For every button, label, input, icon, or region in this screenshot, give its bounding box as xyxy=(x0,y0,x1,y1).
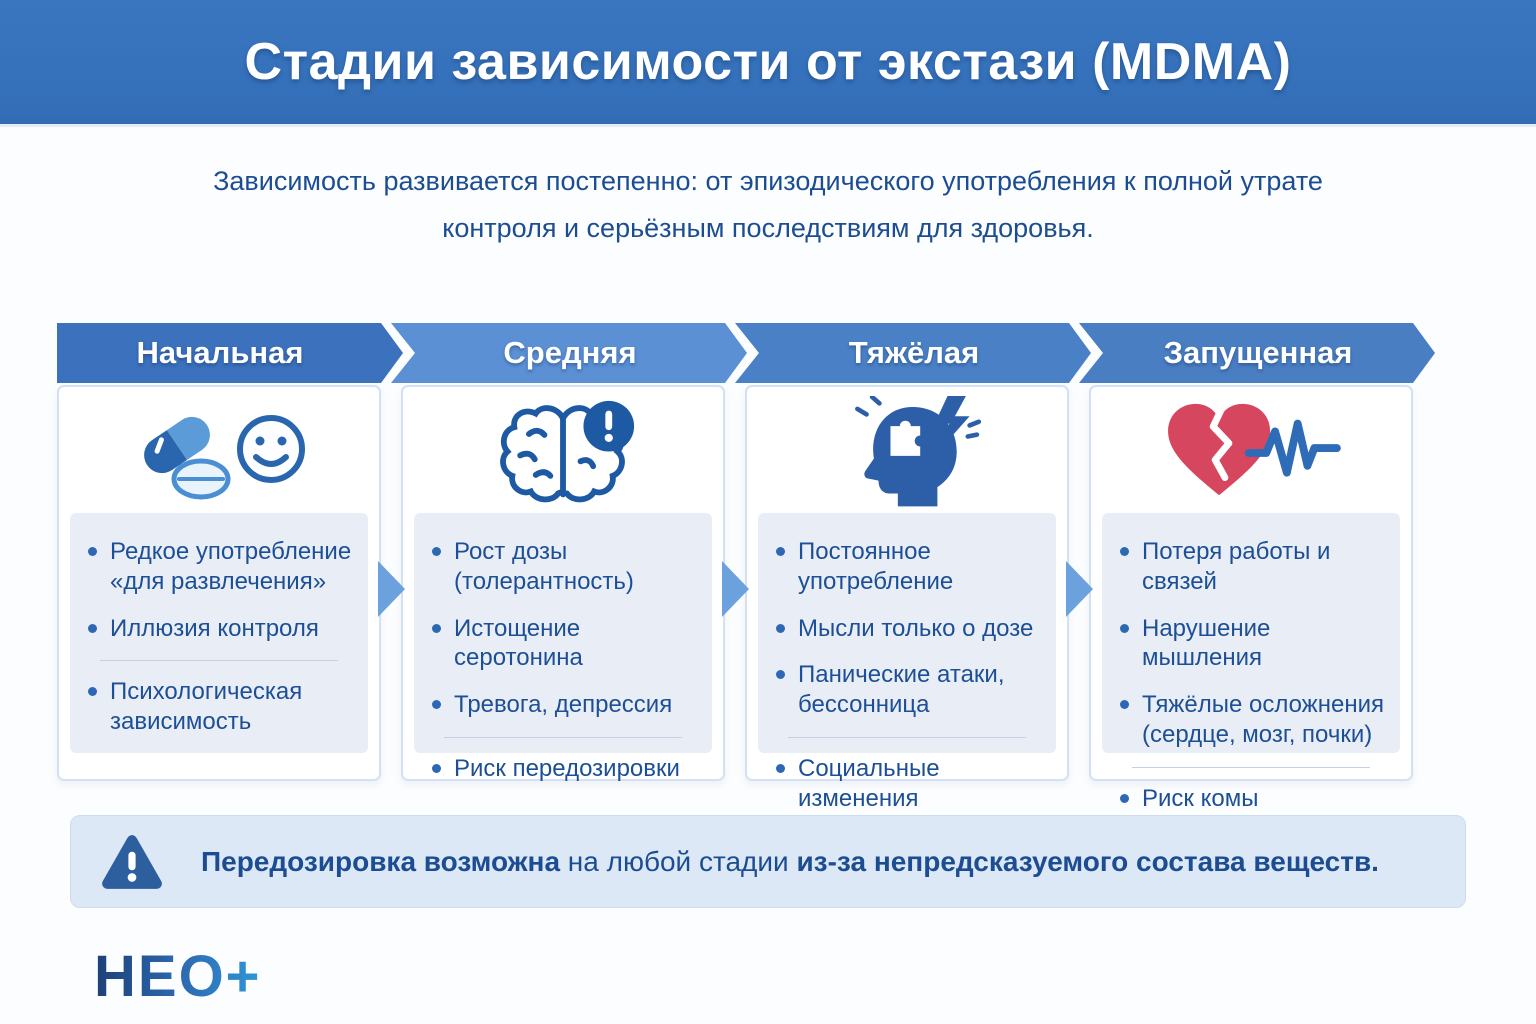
stage-grid: Начальная xyxy=(57,323,1413,812)
brain-warning-icon xyxy=(403,387,723,513)
pills-smiley-icon xyxy=(59,387,379,513)
logo-text: НЕО+ xyxy=(94,944,262,1009)
stage-column-advanced: Запущенная Потеря работы и связей Наруше… xyxy=(1089,323,1413,812)
stage-bullet-panel: Постоянное употребление Мысли только о д… xyxy=(758,513,1056,812)
stage-column-middle: Средняя xyxy=(401,323,725,782)
list-item: Панические атаки, бессонница xyxy=(774,660,1042,720)
divider xyxy=(100,660,338,662)
list-item: Риск передозировки xyxy=(430,754,698,784)
stage-label: Начальная xyxy=(136,335,304,370)
warning-banner: Передозировка возможна на любой стадии и… xyxy=(70,815,1466,908)
page-title: Стадии зависимости от экстази (MDMA) xyxy=(244,33,1292,91)
intro-text: Зависимость развивается постепенно: от э… xyxy=(213,166,1323,244)
stage-header-advanced: Запущенная xyxy=(1079,323,1435,383)
title-banner: Стадии зависимости от экстази (MDMA) xyxy=(0,0,1536,127)
brand-logo: НЕО+ xyxy=(94,944,294,1015)
stage-bullet-panel: Рост дозы (толерантность) Истощение серо… xyxy=(414,513,712,782)
list-item: Риск комы xyxy=(1118,784,1386,814)
stage-label: Средняя xyxy=(503,335,637,370)
warning-bold-tail: из-за непредсказуемого состава веществ. xyxy=(796,845,1379,877)
warning-text: Передозировка возможна на любой стадии и… xyxy=(201,846,1379,878)
list-item: Тяжёлые осложнения (сердце, мозг, почки) xyxy=(1118,690,1386,750)
bullet-list: Потеря работы и связей Нарушение мышлени… xyxy=(1118,537,1386,813)
stage-card: Постоянное употребление Мысли только о д… xyxy=(745,385,1069,812)
intro-section: Зависимость развивается постепенно: от э… xyxy=(0,158,1536,253)
stage-header-middle: Средняя xyxy=(391,323,747,383)
warning-bold-lead: Передозировка возможна xyxy=(201,845,561,877)
stage-bullet-panel: Потеря работы и связей Нарушение мышлени… xyxy=(1102,513,1400,812)
stage-header-initial: Начальная xyxy=(57,323,403,383)
divider xyxy=(444,736,682,738)
list-item: Мысли только о дозе xyxy=(774,614,1042,644)
stage-card: Рост дозы (толерантность) Истощение серо… xyxy=(401,385,725,782)
stage-label: Запущенная xyxy=(1163,335,1353,370)
divider xyxy=(788,736,1026,738)
stage-header-severe: Тяжёлая xyxy=(735,323,1091,383)
stage-bullet-panel: Редкое употребление «для развлечения» Ил… xyxy=(70,513,368,753)
list-item: Истощение серотонина xyxy=(430,614,698,674)
stage-card: Потеря работы и связей Нарушение мышлени… xyxy=(1089,385,1413,812)
stage-column-initial: Начальная xyxy=(57,323,381,781)
warning-triangle-icon xyxy=(99,831,165,893)
stages-section: Начальная xyxy=(57,323,1413,812)
list-item: Социальные изменения xyxy=(774,754,1042,814)
stage-card: Редкое употребление «для развлечения» Ил… xyxy=(57,385,381,781)
list-item: Тревога, депрессия xyxy=(430,690,698,720)
bullet-list: Постоянное употребление Мысли только о д… xyxy=(774,537,1042,813)
list-item: Рост дозы (толерантность) xyxy=(430,537,698,597)
bullet-list: Рост дозы (толерантность) Истощение серо… xyxy=(430,537,698,784)
bullet-list: Редкое употребление «для развлечения» Ил… xyxy=(86,537,354,737)
list-item: Потеря работы и связей xyxy=(1118,537,1386,597)
stage-label: Тяжёлая xyxy=(848,335,980,370)
stage-column-severe: Тяжёлая xyxy=(745,323,1069,812)
list-item: Постоянное употребление xyxy=(774,537,1042,597)
head-stress-icon xyxy=(747,387,1067,513)
list-item: Психологическая зависимость xyxy=(86,677,354,737)
list-item: Иллюзия контроля xyxy=(86,614,354,644)
broken-heart-ekg-icon xyxy=(1091,387,1411,513)
divider xyxy=(1132,766,1370,768)
warning-regular: на любой стадии xyxy=(560,845,797,877)
list-item: Нарушение мышления xyxy=(1118,614,1386,674)
list-item: Редкое употребление «для развлечения» xyxy=(86,537,354,597)
